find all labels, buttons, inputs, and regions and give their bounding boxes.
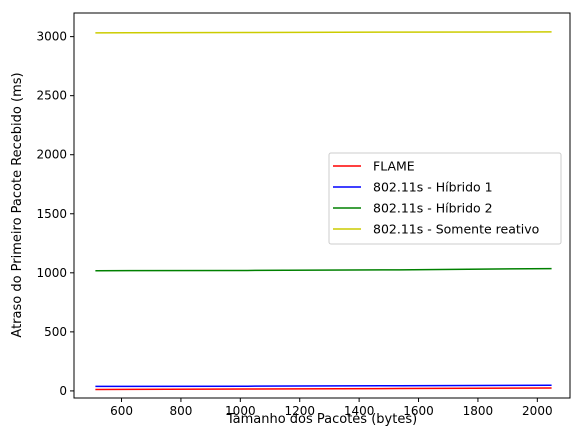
- y-tick-label: 1500: [36, 207, 67, 221]
- series-line-2: [95, 384, 552, 388]
- y-axis: 0 500 1000 1500 2000 2500 3000: [36, 30, 74, 398]
- legend-label: 802.11s - Híbrido 1: [373, 180, 493, 195]
- y-tick-label: 0: [59, 384, 67, 398]
- x-tick-label: 1400: [344, 404, 375, 418]
- y-axis-label: Atraso do Primeiro Pacote Recebido (ms): [10, 72, 25, 337]
- y-tick-label: 1000: [36, 266, 67, 280]
- x-tick-label: 1800: [463, 404, 494, 418]
- x-tick-label: 1000: [225, 404, 256, 418]
- series-line-3: [95, 267, 552, 272]
- legend-label: FLAME: [373, 159, 415, 174]
- y-tick-label: 3000: [36, 30, 67, 44]
- x-axis-label: Tamanho dos Pacotes (bytes): [226, 412, 417, 427]
- legend-box: [328, 152, 562, 245]
- x-axis: 600 800 1000 1200 1400 1600 1800 2000: [110, 398, 553, 418]
- x-tick-label: 800: [169, 404, 192, 418]
- x-tick-label: 600: [110, 404, 133, 418]
- series-line-1: [95, 387, 552, 391]
- series-lines: [95, 31, 552, 391]
- x-tick-label: 1600: [403, 404, 434, 418]
- legend-label: 802.11s - Somente reativo: [373, 222, 539, 237]
- y-tick-label: 500: [44, 325, 67, 339]
- y-tick-label: 2000: [36, 148, 67, 162]
- y-tick-label: 2500: [36, 89, 67, 103]
- legend-label: 802.11s - Híbrido 2: [373, 201, 493, 216]
- series-line-4: [95, 31, 552, 34]
- x-tick-label: 2000: [522, 404, 553, 418]
- x-tick-label: 1200: [284, 404, 315, 418]
- legend: FLAME 802.11s - Híbrido 1 802.11s - Híbrid…: [328, 152, 562, 245]
